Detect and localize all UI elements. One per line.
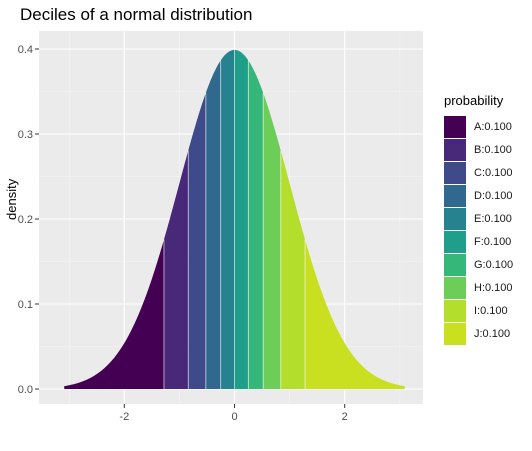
legend-key-swatch bbox=[444, 185, 466, 207]
legend-key-swatch bbox=[444, 116, 466, 138]
decile-areas bbox=[64, 49, 405, 390]
area-decile-i bbox=[280, 150, 306, 389]
y-tick-label: 0.2 bbox=[18, 214, 33, 226]
legend-title: probability bbox=[444, 93, 504, 108]
y-tick-label: 0.3 bbox=[18, 129, 33, 141]
legend-key-swatch bbox=[444, 139, 466, 161]
y-tick-label: 0.0 bbox=[18, 384, 33, 396]
y-tick-label: 0.4 bbox=[18, 44, 33, 56]
legend-label: J:0.100 bbox=[474, 328, 511, 340]
legend-label: G:0.100 bbox=[474, 259, 514, 271]
legend-label: B:0.100 bbox=[474, 144, 512, 156]
legend-key-swatch bbox=[444, 323, 466, 345]
x-tick-label: -2 bbox=[119, 411, 129, 423]
legend-key-swatch bbox=[444, 231, 466, 253]
legend-key-swatch bbox=[444, 254, 466, 276]
legend-label: E:0.100 bbox=[474, 213, 512, 225]
area-decile-a bbox=[64, 239, 164, 389]
x-tick-label: 2 bbox=[342, 411, 348, 423]
legend-label: H:0.100 bbox=[474, 282, 513, 294]
legend-key-swatch bbox=[444, 208, 466, 230]
x-axis: -2 0 2 bbox=[119, 404, 348, 423]
legend-label: F:0.100 bbox=[474, 236, 512, 248]
area-decile-d bbox=[205, 60, 221, 389]
area-decile-f bbox=[234, 49, 249, 390]
area-decile-g bbox=[248, 60, 264, 389]
legend-label: D:0.100 bbox=[474, 190, 513, 202]
x-tick-label: 0 bbox=[231, 411, 237, 423]
legend-label: I:0.100 bbox=[474, 305, 508, 317]
chart-title: Deciles of a normal distribution bbox=[20, 5, 253, 24]
legend-key-swatch bbox=[444, 300, 466, 322]
area-decile-j bbox=[305, 239, 405, 389]
legend-key-swatch bbox=[444, 277, 466, 299]
y-axis: 0.0 0.1 0.2 0.3 0.4 bbox=[18, 44, 39, 396]
legend-label: C:0.100 bbox=[474, 167, 513, 179]
area-decile-h bbox=[263, 92, 281, 389]
area-decile-e bbox=[220, 49, 235, 390]
y-tick-label: 0.1 bbox=[18, 299, 33, 311]
legend-key-swatch bbox=[444, 162, 466, 184]
area-decile-c bbox=[188, 92, 206, 389]
legend-label: A:0.100 bbox=[474, 121, 512, 133]
area-decile-b bbox=[163, 150, 189, 389]
